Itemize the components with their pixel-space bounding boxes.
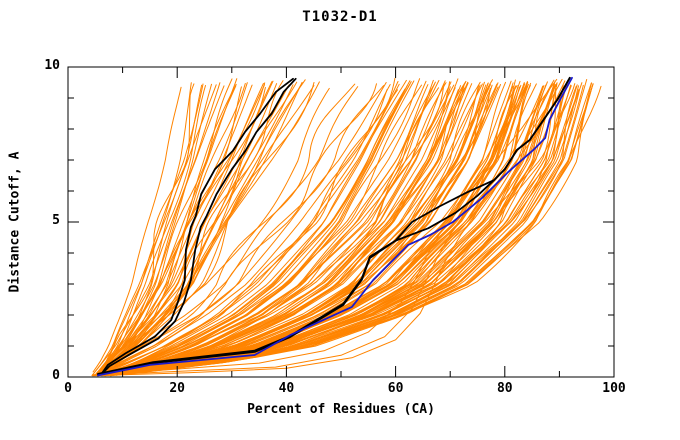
x-tick-label: 60 [387, 381, 404, 396]
x-tick-label: 20 [169, 381, 186, 396]
x-tick-label: 0 [64, 381, 72, 396]
y-tick-label: 5 [52, 213, 60, 228]
chart-title: T1032-D1 [302, 9, 378, 25]
x-tick-label: 40 [278, 381, 295, 396]
y-tick-label: 10 [44, 58, 60, 73]
x-tick-label: 100 [602, 381, 626, 396]
x-tick-label: 80 [496, 381, 513, 396]
y-tick-label: 0 [52, 368, 60, 383]
x-axis-label: Percent of Residues (CA) [247, 402, 435, 417]
